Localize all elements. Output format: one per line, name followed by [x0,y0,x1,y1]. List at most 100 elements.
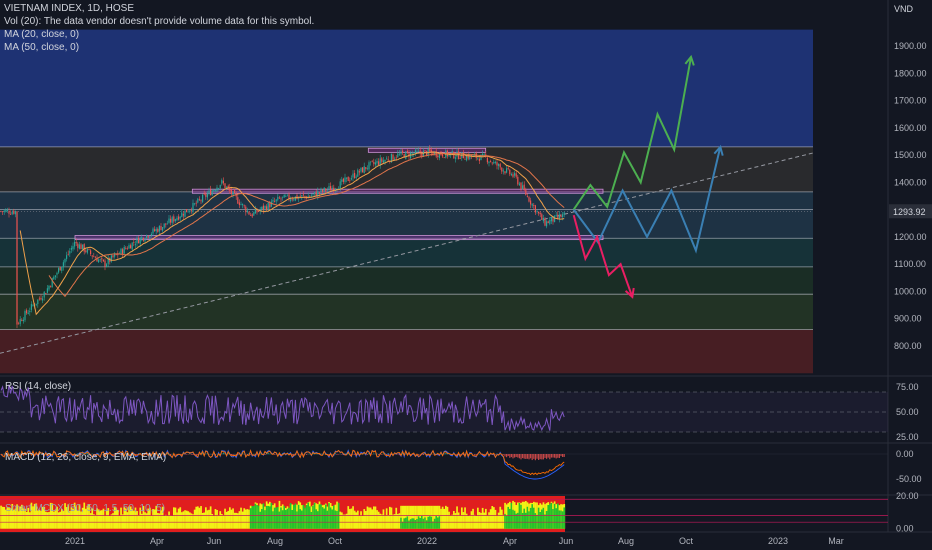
candle-body [91,255,93,257]
macd-hist-bar [309,453,311,455]
candle-body [32,305,34,306]
candle-body [0,211,2,212]
mcdx-yellow-bar [57,512,60,529]
mcdx-yellow-bar [62,511,65,529]
mcdx-yellow-bar [339,511,342,529]
macd-hist-bar [512,454,514,459]
mcdx-green-bar [273,507,276,529]
candle-body [365,167,367,170]
candle-body [539,212,541,215]
mcdx-yellow-bar [350,508,353,529]
macd-hist-bar [197,454,199,455]
macd-hist-bar [166,452,168,455]
mcdx-yellow-bar [176,512,178,529]
macd-hist-bar [504,454,506,457]
mcdx-yellow-bar [45,511,47,529]
mcdx-yellow-bar [366,506,369,529]
macd-hist-bar [232,454,234,456]
macd-hist-bar [181,454,183,455]
candle-body [16,211,18,325]
mcdx-green-bar [509,508,511,529]
candle-body [130,245,132,249]
candle-body [162,227,164,231]
mcdx-yellow-bar [347,506,350,529]
macd-hist-bar [3,453,5,455]
candle-body [528,197,530,202]
candle-body [301,195,303,197]
macd-hist-bar [536,454,538,459]
macd-hist-bar [514,454,516,458]
mcdx-yellow-bar [91,508,94,529]
rsi-line [0,384,565,432]
mcdx-yellow-bar [501,509,503,529]
candle-body [419,150,421,154]
mcdx-yellow-bar [86,505,89,529]
mcdx-yellow-bar [149,507,151,529]
mcdx-yellow-bar [446,506,449,529]
candle-body [120,248,122,254]
mcdx-green-bar [280,507,282,529]
mcdx-yellow-bar [472,508,474,529]
time-tick-label: 2022 [417,536,437,546]
time-tick-label: Aug [267,536,283,546]
candle-body [541,214,543,220]
mcdx-yellow-bar [128,506,130,529]
macd-hist-bar [80,454,82,456]
macd-hist-bar [408,454,410,455]
mcdx-yellow-bar [416,505,418,529]
mcdx-yellow-bar [403,505,406,529]
mcdx-yellow-bar [173,507,175,529]
mcdx-yellow-bar [88,504,90,529]
macd-hist-bar [202,453,204,455]
macd-hist-bar [134,454,136,456]
candle-body [267,202,269,210]
mcdx-yellow-bar [56,506,58,529]
candle-body [507,167,509,169]
macd-hist-bar [98,453,100,455]
mcdx-green-bar [545,510,548,529]
mcdx-yellow-bar [168,511,170,529]
mcdx-green-bar [285,510,287,529]
candle-body [544,218,546,226]
ma20-label: MA (20, close, 0) [4,29,80,40]
macd-hist-bar [467,454,469,456]
mcdx-yellow-bar [341,512,343,529]
mcdx-yellow-bar [203,512,206,529]
mcdx-green-bar [312,505,314,529]
macd-hist-bar [544,454,546,458]
macd-hist-bar [258,453,260,455]
mcdx-yellow-bar [19,506,22,529]
macd-hist-bar [546,454,548,459]
mcdx-green-bar [283,505,286,529]
macd-hist-bar [221,453,223,455]
mcdx-yellow-bar [33,503,36,529]
mcdx-green-bar [288,507,290,529]
zone-1365 [0,191,813,210]
candle-body [542,218,544,222]
candle-body [517,176,519,185]
macd-hist-bar [554,454,556,458]
candle-body [272,200,274,202]
candle-body [254,209,256,214]
candle-body [502,170,504,172]
mcdx-green-bar [413,518,415,529]
candle-body [80,244,82,250]
candle-body [226,186,228,188]
candle-body [341,179,343,182]
candle-body [179,216,181,219]
candle-body [331,187,333,190]
candle-body [386,158,388,160]
macd-hist-bar [357,454,359,455]
macd-hist-bar [386,454,388,456]
zone-top [0,29,813,147]
candle-body [466,155,468,161]
candle-body [454,157,456,159]
candle-body [510,173,512,176]
mcdx-green-bar [251,506,254,529]
candle-body [110,255,112,262]
candle-body [134,243,136,245]
candle-body [283,194,285,198]
mcdx-green-bar [534,513,537,529]
candle-body [50,286,52,288]
